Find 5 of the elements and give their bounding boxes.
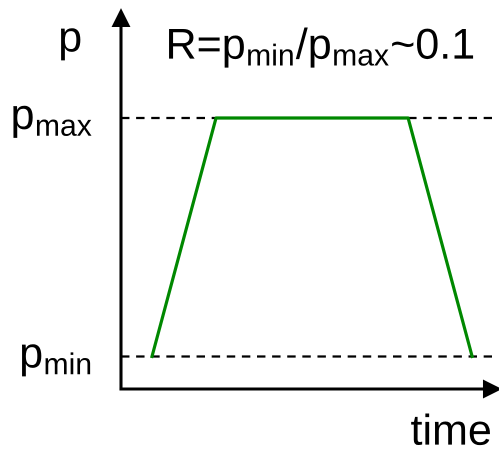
text: R=p$_{min}$/p$_{max}$~0.1 [169, 27, 474, 68]
ref-line-label: p$_{max}$ [13, 106, 92, 138]
ref-line-label: p$_{min}$ [22, 344, 90, 376]
y-axis-title: p [60, 28, 80, 60]
x-axis-title: time [411, 413, 490, 446]
